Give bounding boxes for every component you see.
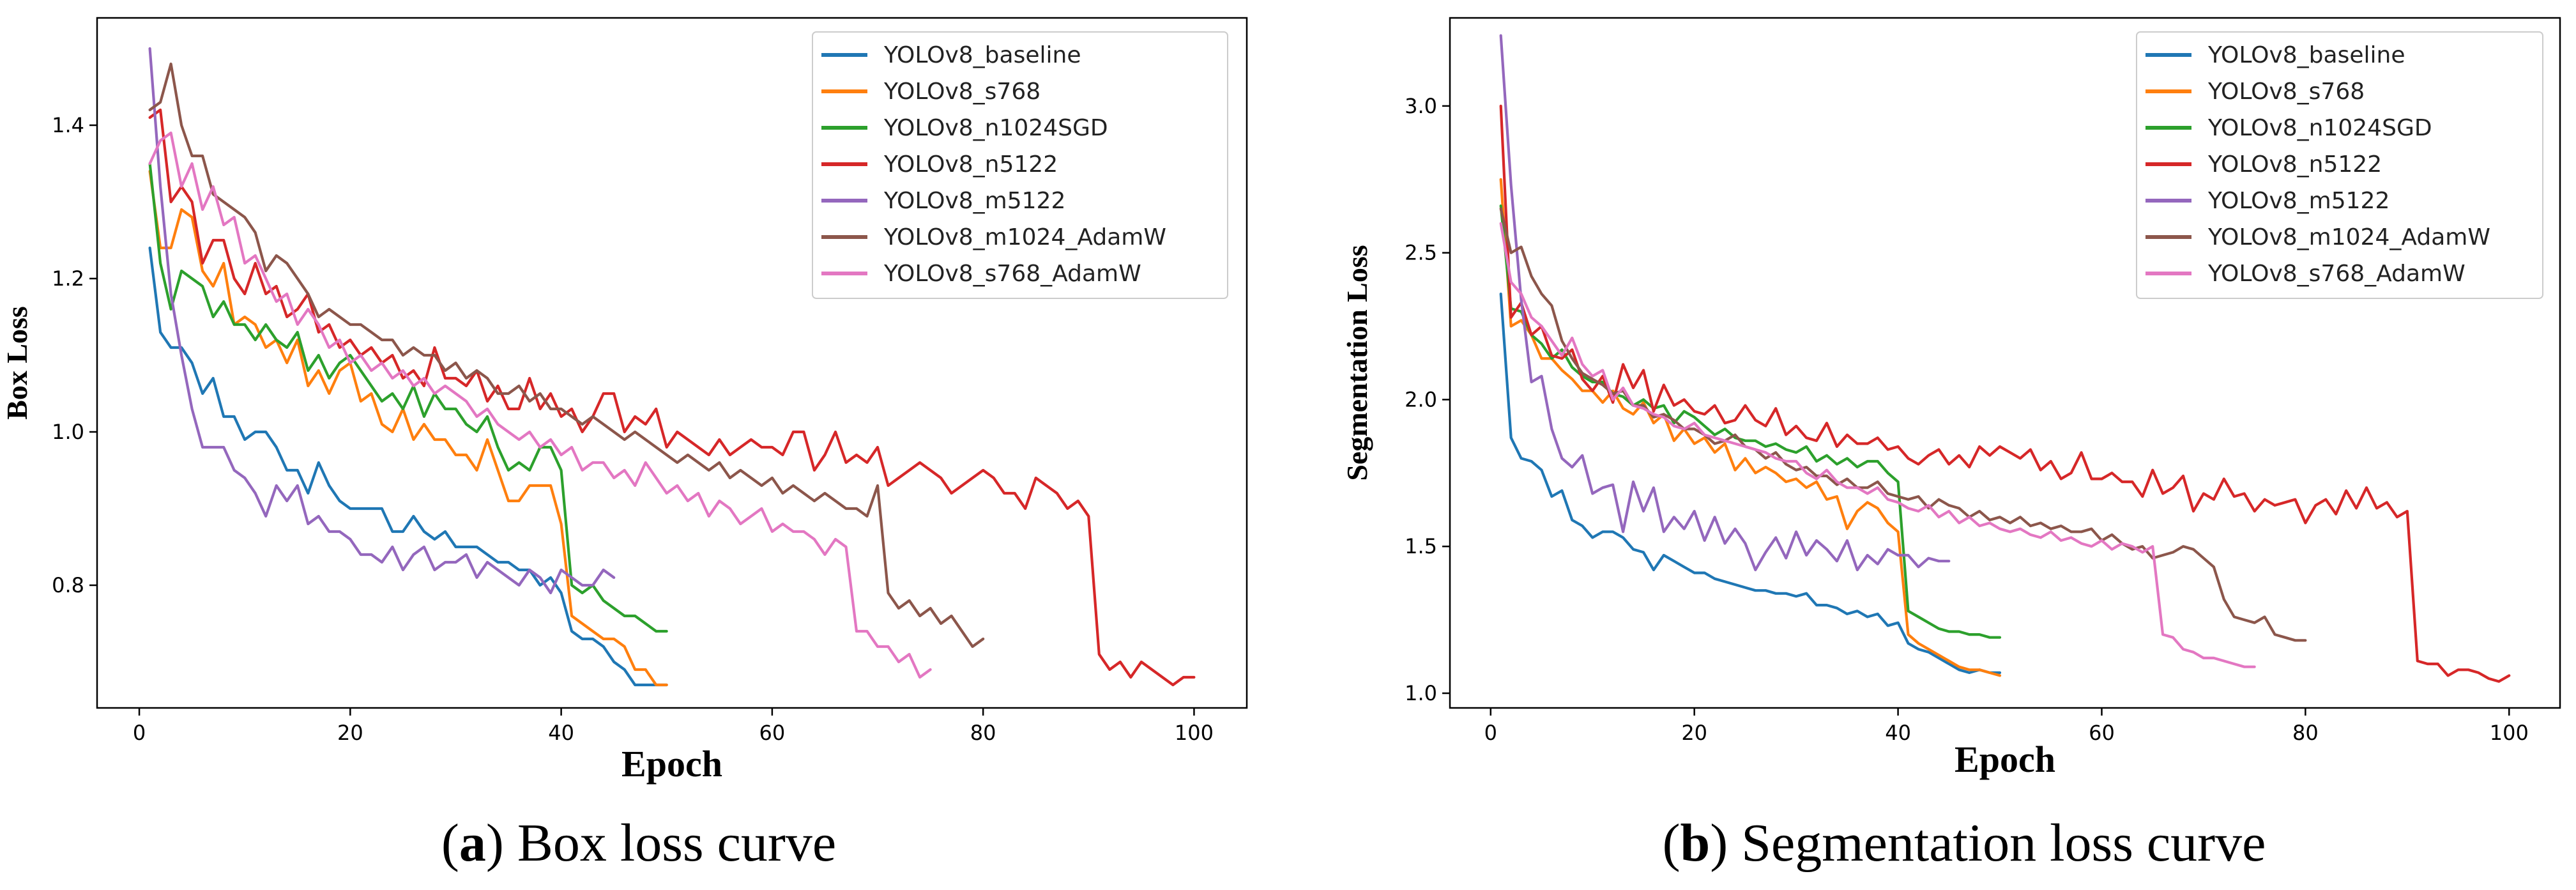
segmentation-loss-xtick-label-60: 60 (2089, 721, 2115, 745)
segmentation-loss-legend: YOLOv8_baseline YOLOv8_s768 YOLOv8_n1024SG… (2136, 31, 2543, 299)
caption-a-text: Box loss curve (517, 813, 837, 873)
segmentation-loss-legend-label-YOLOv8_s768: YOLOv8_s768 (2207, 79, 2365, 105)
box-loss-xtick-label-0: 0 (133, 721, 146, 745)
segmentation-loss-ytick-label-1.5: 1.5 (1405, 534, 1437, 558)
box-loss-series-YOLOv8_m1024_AdamW (148, 62, 985, 648)
box-loss-ytick-label-1: 1.0 (52, 420, 84, 444)
box-loss-legend-label-YOLOv8_m5122: YOLOv8_m5122 (883, 188, 1065, 214)
box-loss-series-YOLOv8_n5122 (148, 108, 1196, 687)
segmentation-loss-series-YOLOv8_n5122 (1499, 104, 2511, 683)
segmentation-loss-series-YOLOv8_s768 (1499, 178, 2002, 677)
segmentation-loss-legend-label-YOLOv8_n1024SGD: YOLOv8_n1024SGD (2207, 115, 2432, 141)
box-loss-x-axis-label: Epoch (621, 743, 722, 785)
caption-b-label: b (1680, 813, 1711, 873)
segmentation-loss-xtick-label-0: 0 (1484, 721, 1497, 745)
box-loss-legend-box (812, 31, 1228, 299)
box-loss-series-YOLOv8_n1024SGD (148, 162, 668, 633)
segmentation-loss-series-YOLOv8_s768_AdamW (1499, 222, 2256, 668)
segmentation-loss-xtick-label-40: 40 (1885, 721, 1911, 745)
segmentation-loss-y-axis-label: Segmentation Loss (1341, 245, 1373, 480)
box-loss-legend-label-YOLOv8_baseline: YOLOv8_baseline (883, 42, 1081, 68)
caption-a-label: a (459, 813, 486, 873)
box-loss-series-YOLOv8_s768_AdamW (148, 131, 932, 679)
box-loss-xtick-label-100: 100 (1175, 721, 1214, 745)
box-loss-chart: 0 20 40 60 80 100 0.8 1.0 1.2 1.4 Epoch Box Loss YOL… (1, 17, 1248, 785)
box-loss-xtick-label-60: 60 (759, 721, 786, 745)
segmentation-loss-xtick-label-80: 80 (2292, 721, 2319, 745)
segmentation-loss-legend-label-YOLOv8_m1024_AdamW: YOLOv8_m1024_AdamW (2207, 224, 2490, 250)
box-loss-legend-label-YOLOv8_n5122: YOLOv8_n5122 (883, 151, 1058, 178)
segmentation-loss-chart: 0 20 40 60 80 100 1.0 1.5 2.0 2.5 3.0 Epoch Segmenta… (1341, 17, 2561, 780)
segmentation-loss-ytick-label-3: 3.0 (1405, 94, 1437, 118)
box-loss-legend-label-YOLOv8_m1024_AdamW: YOLOv8_m1024_AdamW (883, 224, 1166, 250)
box-loss-legend-label-YOLOv8_s768_AdamW: YOLOv8_s768_AdamW (883, 261, 1141, 287)
segmentation-loss-series-YOLOv8_m5122 (1499, 34, 1951, 572)
box-loss-xtick-label-20: 20 (337, 721, 363, 745)
box-loss-y-axis-label: Box Loss (1, 306, 33, 420)
segmentation-loss-series-YOLOv8_n1024SGD (1499, 204, 2002, 639)
segmentation-loss-legend-label-YOLOv8_m5122: YOLOv8_m5122 (2207, 188, 2389, 214)
segmentation-loss-legend-label-YOLOv8_n5122: YOLOv8_n5122 (2207, 151, 2382, 178)
segmentation-loss-legend-label-YOLOv8_baseline: YOLOv8_baseline (2207, 42, 2405, 68)
segmentation-loss-ytick-label-2: 2.0 (1405, 387, 1437, 411)
box-loss-legend-label-YOLOv8_n1024SGD: YOLOv8_n1024SGD (883, 115, 1108, 141)
segmentation-loss-axes-frame (1449, 17, 2561, 709)
caption-a: (a) Box loss curve (441, 813, 837, 873)
segmentation-loss-xtick-label-20: 20 (1681, 721, 1707, 745)
box-loss-axes-frame (96, 17, 1248, 709)
segmentation-loss-x-axis-label: Epoch (1955, 739, 2055, 780)
box-loss-series-YOLOv8_m5122 (148, 47, 616, 595)
box-loss-series-YOLOv8_baseline (148, 246, 668, 687)
box-loss-ytick-label-1.2: 1.2 (52, 266, 84, 291)
segmentation-loss-ytick-label-1: 1.0 (1405, 681, 1437, 705)
segmentation-loss-legend-label-YOLOv8_s768_AdamW: YOLOv8_s768_AdamW (2207, 261, 2465, 287)
box-loss-legend-label-YOLOv8_s768: YOLOv8_s768 (883, 79, 1040, 105)
box-loss-xtick-label-40: 40 (548, 721, 574, 745)
caption-b-text: Segmentation loss curve (1741, 813, 2266, 873)
box-loss-legend: YOLOv8_baseline YOLOv8_s768 YOLOv8_n1024SG… (812, 31, 1228, 299)
segmentation-loss-legend-box (2136, 31, 2543, 299)
segmentation-loss-xtick-label-100: 100 (2490, 721, 2529, 745)
box-loss-xtick-label-80: 80 (970, 721, 996, 745)
box-loss-ytick-label-1.4: 1.4 (52, 113, 84, 137)
caption-b: (b) Segmentation loss curve (1662, 813, 2266, 873)
box-loss-ytick-label-0.8: 0.8 (52, 573, 84, 597)
segmentation-loss-series-YOLOv8_baseline (1499, 292, 2002, 675)
segmentation-loss-ytick-label-2.5: 2.5 (1405, 241, 1437, 265)
